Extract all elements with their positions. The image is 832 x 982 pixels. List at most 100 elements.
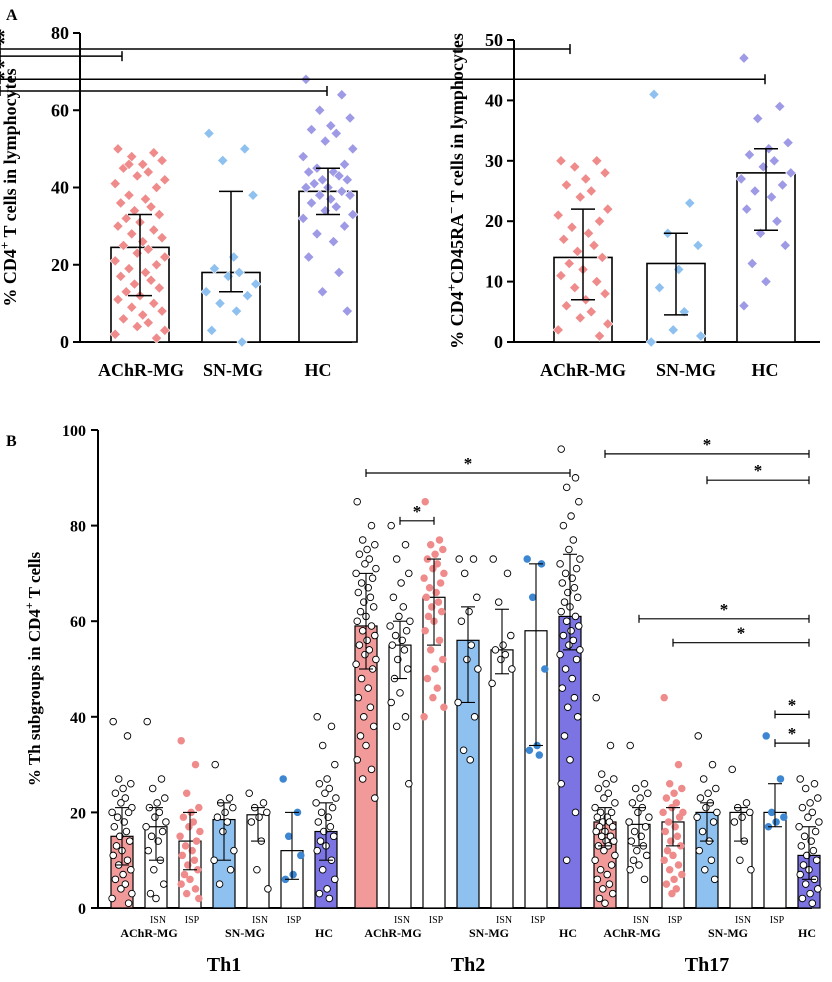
data-point: [591, 803, 599, 812]
data-point: [297, 212, 309, 225]
data-point: [120, 212, 132, 225]
data-point: [667, 324, 679, 336]
data-point: [767, 808, 776, 817]
sub-label: ISN: [394, 915, 410, 926]
subgroup-label-th2: Th2: [451, 954, 485, 976]
data-point: [142, 166, 154, 178]
data-point: [203, 127, 215, 140]
data-point: [644, 789, 652, 798]
data-point: [588, 239, 600, 251]
data-point: [121, 794, 130, 802]
data-point: [297, 851, 305, 860]
data-point: [570, 693, 579, 702]
data-point: [434, 598, 443, 606]
data-point: [259, 799, 268, 807]
data-point: [459, 746, 468, 755]
y-tick-label: 40: [51, 178, 69, 198]
significance-star: *: [0, 66, 6, 91]
data-point: [180, 870, 189, 879]
data-point: [365, 555, 374, 563]
data-point: [191, 885, 200, 893]
data-point: [150, 332, 163, 344]
data-point: [799, 861, 808, 869]
data-point: [712, 784, 720, 793]
data-point: [736, 856, 744, 864]
data-point: [311, 228, 323, 240]
data-point: [800, 832, 809, 841]
data-point: [664, 818, 673, 826]
data-point: [741, 203, 753, 215]
data-point: [439, 545, 447, 554]
data-point: [746, 808, 754, 817]
data-point: [555, 155, 567, 167]
data-point: [465, 607, 473, 616]
data-point: [431, 550, 439, 559]
data-point: [159, 174, 171, 186]
data-point: [221, 808, 229, 817]
data-point: [327, 235, 340, 248]
data-point: [728, 765, 736, 774]
data-point: [558, 233, 570, 245]
data-point: [572, 564, 581, 573]
data-point: [645, 813, 653, 821]
y-tick-label: 30: [485, 151, 503, 171]
data-point: [112, 842, 121, 850]
data-point: [245, 789, 253, 798]
data-point: [159, 880, 168, 888]
data-point: [182, 889, 191, 898]
data-point: [641, 822, 650, 831]
data-point: [321, 789, 329, 798]
data-point: [425, 583, 434, 592]
data-point: [357, 674, 366, 683]
data-point: [678, 870, 686, 879]
data-point: [699, 775, 708, 783]
data-point: [568, 574, 576, 582]
data-point: [208, 262, 221, 275]
data-point: [567, 512, 575, 520]
data-point: [571, 245, 584, 258]
category-label: HC: [752, 360, 779, 380]
data-point: [433, 684, 442, 692]
data-point: [326, 822, 335, 831]
data-point: [625, 818, 633, 826]
data-point: [233, 266, 245, 279]
data-point: [190, 856, 199, 864]
data-point: [308, 178, 320, 190]
bar-th2-4: [490, 649, 514, 909]
data-point: [611, 799, 619, 807]
data-point: [491, 646, 500, 654]
data-point: [420, 574, 428, 582]
category-label: HC: [798, 926, 816, 940]
data-point: [223, 818, 232, 826]
data-point: [801, 784, 810, 793]
data-point: [473, 593, 481, 602]
data-point: [424, 612, 433, 621]
sub-label: ISN: [496, 915, 512, 926]
y-tick-label: 20: [51, 255, 69, 275]
data-point: [331, 760, 339, 769]
data-point: [176, 832, 184, 841]
data-point: [566, 756, 574, 764]
data-point: [363, 636, 371, 645]
data-point: [402, 627, 411, 635]
data-point: [421, 497, 429, 506]
data-point: [333, 266, 345, 279]
data-point: [776, 775, 785, 783]
data-point: [429, 693, 437, 702]
data-point: [147, 832, 156, 841]
data-point: [523, 555, 531, 563]
data-point: [112, 293, 124, 306]
data-point: [569, 161, 581, 173]
data-point: [146, 889, 155, 898]
data-point: [327, 722, 336, 731]
data-point: [600, 846, 608, 855]
data-point: [356, 732, 365, 740]
data-point: [707, 856, 716, 864]
data-point: [541, 665, 549, 673]
data-point: [153, 208, 165, 221]
data-point: [387, 521, 395, 530]
data-point: [426, 646, 435, 654]
data-point: [634, 808, 642, 817]
data-point: [559, 521, 568, 530]
data-point: [195, 803, 203, 812]
